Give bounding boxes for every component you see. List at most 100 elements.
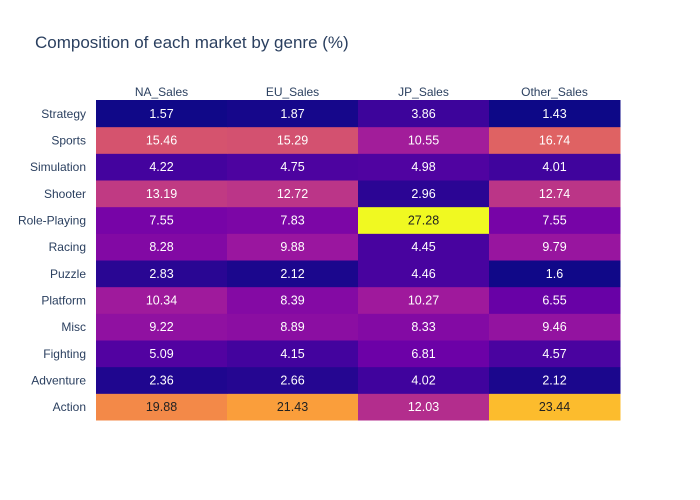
heatmap-cell [489,393,621,421]
cell-value-label: 16.74 [539,134,570,148]
heatmap-cell [96,393,228,421]
cell-value-label: 2.66 [280,374,304,388]
cell-value-label: 6.81 [411,347,435,361]
heatmap-cell [96,340,228,368]
y-tick-label: Fighting [43,347,86,361]
cell-value-label: 2.96 [411,187,435,201]
heatmap-cell [358,260,490,288]
cell-value-label: 15.46 [146,134,177,148]
cell-value-label: 3.86 [411,107,435,121]
heatmap-cell [227,153,359,181]
heatmap-cell [227,286,359,314]
cell-value-label: 4.45 [411,240,435,254]
heatmap-cell [96,233,228,261]
cell-value-label: 12.03 [408,400,439,414]
cell-value-label: 1.6 [546,267,563,281]
cell-value-label: 13.19 [146,187,177,201]
heatmap-cell [358,286,490,314]
heatmap-cell [489,313,621,341]
heatmap-cell [227,126,359,154]
heatmap-cell [358,340,490,368]
heatmap-cell [96,153,228,181]
cell-value-label: 8.33 [411,320,435,334]
heatmap-cell [489,286,621,314]
heatmap-cell [489,233,621,261]
cell-value-label: 5.09 [149,347,173,361]
cell-value-label: 8.28 [149,240,173,254]
heatmap-cell [489,260,621,288]
y-tick-label: Role-Playing [18,214,86,228]
cell-value-label: 4.01 [542,160,566,174]
heatmap-cell [96,206,228,234]
heatmap-cell [96,100,228,128]
cell-value-label: 2.12 [280,267,304,281]
heatmap-cell [96,366,228,394]
cell-value-label: 27.28 [408,214,439,228]
y-tick-label: Misc [61,320,86,334]
heatmap-cell [227,366,359,394]
heatmap-cell [358,313,490,341]
x-tick-label: EU_Sales [266,85,319,99]
heatmap-cell [96,260,228,288]
cell-value-label: 12.74 [539,187,570,201]
cell-value-label: 8.39 [280,294,304,308]
cell-value-label: 2.36 [149,374,173,388]
heatmap-cell [227,340,359,368]
heatmap-cell [489,366,621,394]
cell-value-label: 9.22 [149,320,173,334]
cell-value-label: 4.46 [411,267,435,281]
heatmap-cell [96,313,228,341]
heatmap-cell [358,100,490,128]
cell-value-label: 1.43 [542,107,566,121]
cell-value-label: 4.22 [149,160,173,174]
cell-value-label: 1.57 [149,107,173,121]
cell-value-label: 4.75 [280,160,304,174]
y-tick-label: Strategy [41,107,86,121]
heatmap-cell [227,100,359,128]
cell-value-label: 1.87 [280,107,304,121]
cell-value-label: 15.29 [277,134,308,148]
cell-value-label: 7.83 [280,214,304,228]
heatmap-cell [96,286,228,314]
cell-value-label: 7.55 [542,214,566,228]
cell-value-label: 21.43 [277,400,308,414]
heatmap-cell [489,340,621,368]
cell-value-label: 9.46 [542,320,566,334]
cell-value-label: 12.72 [277,187,308,201]
heatmap-cell [358,180,490,208]
y-tick-label: Sports [51,134,86,148]
cell-value-label: 4.57 [542,347,566,361]
heatmap-cell [358,153,490,181]
heatmap-cell [358,206,490,234]
heatmap-cell [227,180,359,208]
heatmap-cell [227,260,359,288]
chart-title: Composition of each market by genre (%) [35,33,349,52]
x-tick-label: Other_Sales [521,85,588,99]
y-tick-label: Adventure [31,374,86,388]
cell-value-label: 8.89 [280,320,304,334]
heatmap-cell [358,393,490,421]
cell-value-label: 4.15 [280,347,304,361]
cell-value-label: 4.02 [411,374,435,388]
cell-value-label: 10.55 [408,134,439,148]
x-tick-label: JP_Sales [398,85,449,99]
heatmap-cell [358,366,490,394]
cell-value-label: 9.88 [280,240,304,254]
heatmap-cell [489,153,621,181]
heatmap-cell [227,206,359,234]
cell-value-label: 19.88 [146,400,177,414]
heatmap-cell [96,180,228,208]
heatmap-cell [227,313,359,341]
cell-value-label: 6.55 [542,294,566,308]
y-tick-label: Racing [49,240,86,254]
cell-value-label: 9.79 [542,240,566,254]
heatmap-cell [489,180,621,208]
y-tick-label: Shooter [44,187,86,201]
cell-value-label: 2.12 [542,374,566,388]
heatmap-cell [489,206,621,234]
y-tick-label: Simulation [30,160,86,174]
heatmap-cell [489,126,621,154]
heatmap-cell [358,233,490,261]
